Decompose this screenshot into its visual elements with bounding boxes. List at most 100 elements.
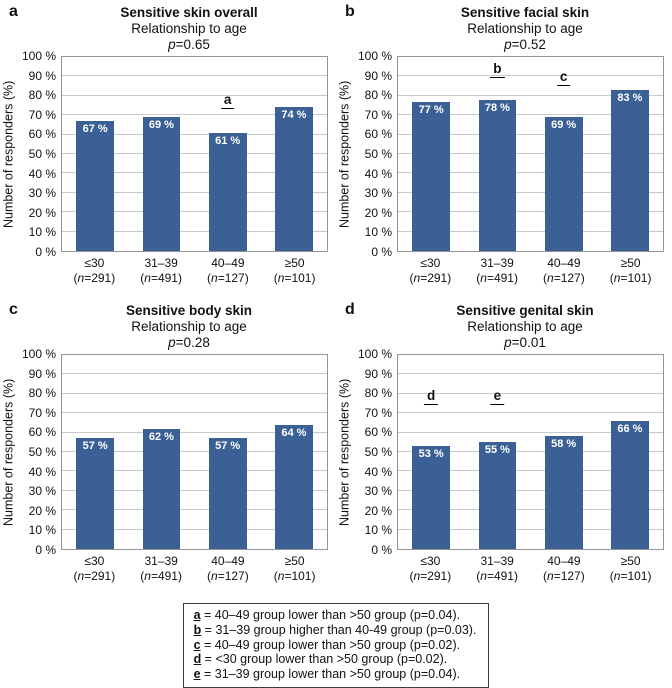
age-range-label: ≥50 — [284, 554, 305, 568]
gridline — [398, 392, 663, 394]
gridline — [62, 528, 327, 530]
y-tick-label: 90 % — [28, 68, 56, 83]
legend-line: b = 31–39 group higher than 40-49 group … — [193, 622, 477, 637]
gridline — [398, 451, 663, 452]
significance-letter: e — [490, 388, 505, 406]
y-tick-label: 70 % — [28, 107, 56, 122]
bar-value-label: 66 % — [617, 422, 643, 435]
gridline — [398, 431, 663, 433]
n-count-label: (n=101) — [273, 568, 316, 583]
y-tick-label: 80 % — [28, 386, 56, 401]
bar-value-label: 78 % — [484, 101, 510, 114]
plot-area: 67 % 69 % 61 % 74 % a — [61, 56, 328, 252]
chart-area: Number of responders (%) 0 % 10 % 20 % 30 %… — [0, 347, 336, 583]
legend-key-letter: a — [193, 608, 201, 622]
bar: 77 % — [412, 101, 450, 251]
y-tick-label: 30 % — [364, 186, 392, 201]
y-axis-ticks: 0 % 10 % 20 % 30 % 40 % 50 % 60 % 70 % 80 % 90 % 1… — [353, 347, 397, 557]
y-tick-label: 70 % — [364, 107, 392, 122]
n-count-label: (n=491) — [140, 568, 182, 583]
gridline — [398, 172, 663, 174]
bar-value-label: 69 % — [148, 119, 174, 132]
bar: 53 % — [412, 446, 450, 549]
bar-slots: 77 % 78 % 69 % 83 % — [398, 57, 663, 251]
gridline — [62, 94, 327, 96]
gridline — [62, 133, 327, 135]
x-axis-labels: ≤30 (n=291) 31–39 (n=491) 40–49 (n=127) ≥50 (n=… — [61, 554, 328, 583]
y-tick-label: 10 % — [28, 523, 56, 538]
y-tick-label: 20 % — [364, 205, 392, 220]
legend-key-letter: e — [193, 667, 201, 682]
age-range-label: 31–39 — [144, 256, 178, 270]
y-tick-label: 10 % — [364, 225, 392, 240]
gridline — [398, 153, 663, 154]
y-tick-label: 100 % — [357, 347, 392, 361]
chart-title: Sensitive genital skin — [456, 303, 594, 318]
x-category-label: ≥50 (n=101) — [261, 256, 328, 285]
gridline — [398, 94, 663, 96]
age-range-label: ≤30 — [420, 256, 441, 270]
y-tick-label: 60 % — [28, 425, 56, 440]
figure-panels: a Sensitive skin overall Relationship to… — [0, 0, 672, 596]
bar: 67 % — [76, 121, 114, 251]
y-tick-label: 40 % — [364, 464, 392, 479]
legend-line: a = 40–49 group lower than >50 group (p=… — [193, 608, 461, 622]
age-range-label: 40–49 — [547, 554, 581, 568]
x-category-label: 40–49 (n=127) — [195, 256, 262, 285]
x-category-label: ≥50 (n=101) — [261, 554, 328, 583]
age-range-label: 31–39 — [480, 256, 514, 270]
n-count-label: (n=491) — [476, 270, 518, 285]
n-count-label: (n=291) — [73, 568, 116, 583]
n-count-label: (n=127) — [207, 568, 249, 583]
gridline — [62, 373, 327, 375]
y-tick-label: 50 % — [28, 147, 56, 161]
gridline — [62, 172, 327, 174]
chart-subtitle: Relationship to age — [131, 319, 247, 334]
p-value-label: p=0.28 — [168, 335, 210, 350]
bar-slots: 57 % 62 % 57 % 64 % — [62, 355, 327, 549]
y-tick-label: 50 % — [364, 445, 392, 459]
n-count-label: (n=291) — [409, 270, 452, 285]
y-tick-label: 90 % — [364, 68, 392, 83]
chart-panel-d: d Sensitive genital skin Relationship to… — [336, 298, 672, 596]
bar-slot: 69 % — [531, 57, 597, 251]
n-count-label: (n=101) — [609, 270, 652, 285]
y-axis-ticks: 0 % 10 % 20 % 30 % 40 % 50 % 60 % 70 % 80 % 90 % 1… — [17, 347, 61, 557]
bar: 57 % — [76, 438, 114, 549]
panel-letter-c: c — [9, 301, 18, 318]
legend-line: e = 31–39 group lower than >50 group (p=… — [193, 667, 461, 682]
bar-slot: 61 % — [195, 57, 261, 251]
bar-slot: 58 % — [531, 355, 597, 549]
gridline — [62, 392, 327, 394]
bar-slot: 83 % — [597, 57, 663, 251]
x-category-label: ≥50 (n=101) — [597, 554, 664, 583]
significance-letter: a — [220, 92, 235, 110]
bar: 83 % — [611, 89, 649, 251]
x-category-label: ≥50 (n=101) — [597, 256, 664, 285]
bar: 69 % — [544, 117, 583, 251]
bar: 69 % — [142, 117, 181, 251]
y-tick-label: 30 % — [28, 186, 56, 201]
x-category-label: 31–39 (n=491) — [464, 554, 531, 583]
gridline — [398, 373, 663, 375]
gridline — [62, 191, 327, 193]
n-count-label: (n=101) — [609, 568, 652, 583]
y-tick-label: 10 % — [28, 225, 56, 240]
bar-slots: 67 % 69 % 61 % 74 % — [62, 57, 327, 251]
significance-legend: a = 40–49 group lower than >50 group (p=… — [182, 603, 490, 688]
bar-slot: 67 % — [62, 57, 128, 251]
x-axis-labels: ≤30 (n=291) 31–39 (n=491) 40–49 (n=127) ≥50 (n=… — [61, 256, 328, 285]
significance-letter: c — [556, 69, 571, 87]
y-tick-label: 20 % — [28, 205, 56, 220]
age-range-label: 31–39 — [480, 554, 514, 568]
bar-value-label: 61 % — [215, 134, 241, 147]
chart-panel-b: b Sensitive facial skin Relationship to … — [336, 0, 672, 298]
age-range-label: 40–49 — [547, 256, 581, 270]
gridline — [398, 75, 663, 77]
y-tick-label: 20 % — [28, 503, 56, 518]
x-category-label: 40–49 (n=127) — [531, 256, 598, 285]
y-tick-label: 60 % — [364, 425, 392, 440]
gridline — [398, 489, 663, 491]
y-tick-label: 100 % — [21, 49, 56, 63]
legend-line: d = <30 group lower than >50 group (p=0.… — [193, 652, 448, 667]
